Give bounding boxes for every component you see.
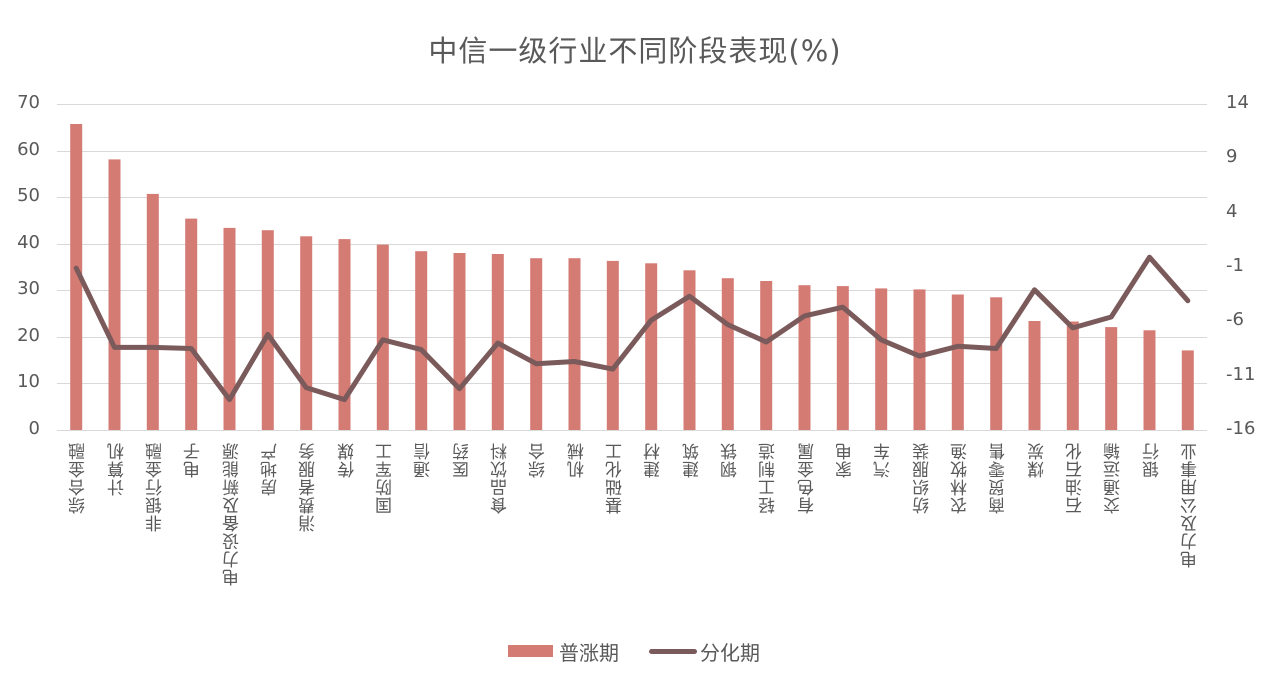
right-axis-tick: 14	[1226, 92, 1249, 113]
right-axis-tick: -6	[1226, 309, 1244, 331]
bar	[1066, 321, 1079, 430]
left-axis-tick: 70	[17, 92, 40, 113]
x-axis-label: 房地产	[260, 442, 281, 496]
bar	[453, 253, 466, 430]
bar	[1105, 327, 1118, 430]
x-axis-label: 通信	[414, 442, 435, 478]
bar	[338, 239, 351, 430]
bar	[875, 288, 888, 430]
gridline	[57, 244, 1207, 245]
x-axis-label: 计算机	[107, 442, 128, 496]
x-axis-label: 纺织服装	[912, 442, 933, 514]
left-axis-tick: 10	[17, 371, 40, 393]
bar	[721, 278, 734, 430]
bar	[1028, 321, 1041, 430]
bar	[645, 263, 658, 430]
right-axis-tick: -1	[1226, 255, 1244, 276]
x-axis-label: 农林牧渔	[950, 442, 971, 514]
x-axis-label: 综合	[529, 442, 550, 478]
bar	[415, 251, 428, 430]
legend-item-line[interactable]: 分化期	[649, 636, 760, 666]
x-axis-label: 交通运输	[1104, 442, 1125, 514]
x-axis-label: 煤炭	[1027, 442, 1048, 478]
bar	[108, 159, 121, 430]
gridline	[57, 290, 1207, 291]
bar	[951, 294, 964, 430]
line-swatch-icon	[649, 648, 697, 654]
bar	[70, 124, 83, 430]
legend-label-bar: 普涨期	[559, 640, 619, 665]
x-axis-label: 电子	[184, 442, 205, 478]
bar	[1181, 350, 1194, 430]
left-axis-tick: 20	[17, 324, 40, 346]
gridline	[57, 337, 1207, 338]
bar	[683, 270, 696, 430]
bar	[913, 289, 926, 430]
legend-item-bar[interactable]: 普涨期	[508, 636, 619, 666]
gridline	[57, 151, 1207, 152]
x-axis-label: 国防军工	[375, 442, 396, 514]
gridline	[57, 197, 1207, 198]
right-axis-tick: 4	[1226, 200, 1238, 222]
left-axis-tick: 60	[17, 138, 40, 160]
legend: 普涨期 分化期	[0, 636, 1270, 666]
right-axis-tick: -11	[1226, 363, 1256, 385]
x-axis-label: 轻工制造	[759, 442, 780, 514]
x-axis-label: 基础化工	[605, 442, 626, 514]
bar	[185, 218, 198, 430]
x-axis-label: 家电	[835, 442, 856, 478]
x-axis-label: 石油石化	[1065, 442, 1086, 514]
x-axis-label: 电力设备及新能源	[222, 442, 243, 586]
bar	[223, 227, 236, 430]
right-axis-tick: -16	[1226, 418, 1256, 439]
x-axis-label: 有色金属	[797, 442, 818, 514]
left-axis-tick: 30	[17, 278, 40, 300]
gridline	[57, 383, 1207, 384]
bar	[606, 260, 619, 430]
left-axis-tick: 40	[17, 231, 40, 253]
x-axis-label: 建筑	[682, 442, 703, 478]
bar	[146, 193, 159, 430]
x-axis-label: 机械	[567, 442, 588, 478]
bar	[568, 258, 581, 430]
bar	[1143, 330, 1156, 430]
x-axis-label: 消费者服务	[299, 442, 320, 532]
x-axis-label: 非银行金融	[145, 442, 166, 532]
left-axis-tick: 0	[28, 418, 40, 439]
x-axis-label: 电力及公用事业	[1180, 442, 1201, 568]
bar	[261, 230, 274, 430]
bar	[300, 236, 313, 430]
chart-title: 中信一级行业不同阶段表现(%)	[428, 34, 842, 68]
bar	[990, 297, 1003, 430]
bar	[798, 285, 811, 430]
bar	[530, 258, 543, 430]
x-axis-label: 建材	[644, 442, 665, 478]
legend-label-line: 分化期	[700, 640, 760, 665]
x-axis-label: 银行	[1142, 442, 1163, 478]
x-axis-label: 钢铁	[720, 442, 741, 478]
bar-swatch-icon	[508, 645, 553, 657]
x-axis-label: 综合金融	[69, 442, 90, 514]
bar	[836, 286, 849, 430]
x-axis-label: 汽车	[874, 442, 895, 478]
left-axis-tick: 50	[17, 185, 40, 207]
x-axis-label: 医药	[452, 442, 473, 478]
gridline	[57, 104, 1207, 105]
bar	[760, 281, 773, 430]
x-axis-label: 食品饮料	[490, 442, 511, 514]
right-axis-tick: 9	[1226, 146, 1238, 168]
line-series-fenhuaqi	[73, 254, 1191, 403]
x-axis-label: 商贸零售	[989, 442, 1010, 514]
x-axis-label: 传媒	[337, 442, 358, 478]
